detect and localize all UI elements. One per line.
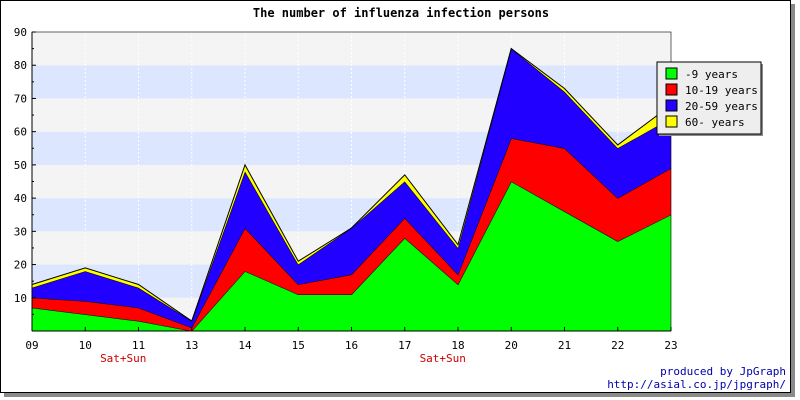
weekend-label: Sat+Sun [420,352,466,365]
y-tick-label: 40 [14,192,27,205]
x-tick-label: 13 [185,339,198,352]
y-tick-label: 80 [14,59,27,72]
area-series-2 [32,48,671,328]
x-tick-label: 17 [398,339,411,352]
x-tick-label: 21 [558,339,571,352]
chart-title: The number of influenza infection person… [253,6,549,20]
legend-swatch [665,99,678,112]
footer-credit: produced by JpGraph [660,365,786,378]
x-tick-label: 23 [664,339,677,352]
x-tick-label: 11 [132,339,145,352]
y-tick-label: 10 [14,292,27,305]
footer-url[interactable]: http://asial.co.jp/jpgraph/ [607,378,786,391]
axes [31,31,672,332]
y-tick-label: 20 [14,259,27,272]
stacked-areas [31,47,672,332]
y-tick-label: 90 [14,26,27,39]
legend-label: 60- years [685,116,745,129]
weekend-label: Sat+Sun [100,352,146,365]
y-tick-labels: 10 20 30 40 50 60 70 80 90 [14,26,27,305]
x-tick-label: 14 [238,339,252,352]
legend-swatch [665,83,678,96]
legend-label: 20-59 years [685,100,758,113]
y-tick-label: 60 [14,126,27,139]
y-tick-label: 30 [14,225,27,238]
legend-swatch [665,67,678,80]
area-series-0 [32,181,671,331]
x-tick-label: 09 [25,339,38,352]
legend-label: -9 years [685,68,738,81]
area-series-1 [32,138,671,331]
x-tick-labels: 09 10 11 13 14 15 16 17 18 20 21 22 23 Sat+Sun Sat+Sun [25,339,677,365]
x-tick-label: 16 [345,339,358,352]
y-tick-label: 50 [14,159,27,172]
area-series-3-outline [31,47,672,322]
x-tick-label: 18 [451,339,464,352]
legend-swatch [665,115,678,128]
footer-link[interactable]: http://asial.co.jp/jpgraph/ [607,378,786,391]
x-tick-label: 15 [292,339,305,352]
legend: -9 years 10-19 years 20-59 years 60- years [656,61,763,136]
x-tick-label: 20 [505,339,518,352]
x-tick-label: 10 [79,339,92,352]
influenza-area-chart: The number of influenza infection person… [14,6,786,391]
y-tick-label: 70 [14,92,27,105]
chart-frame: The number of influenza infection person… [0,0,791,393]
x-tick-label: 22 [611,339,624,352]
legend-label: 10-19 years [685,84,758,97]
